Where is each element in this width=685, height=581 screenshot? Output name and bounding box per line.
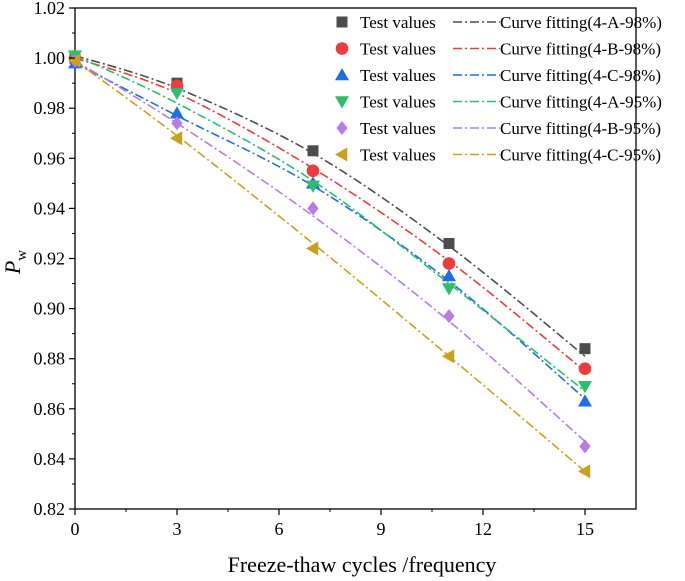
legend-marker-0 <box>336 16 348 28</box>
legend-fit-label-5: Curve fitting(4-C-95%) <box>500 146 661 165</box>
data-point-s4-1 <box>171 116 183 131</box>
y-tick-label-7: 0.96 <box>34 148 66 168</box>
y-tick-label-1: 0.84 <box>34 449 66 469</box>
x-tick-label-1: 3 <box>173 519 182 539</box>
y-axis-ticks: 0.82 0.84 0.86 0.88 0.90 0.92 0.94 0.96 0.98 1.00… <box>34 0 75 519</box>
data-markers <box>68 50 592 479</box>
fit-curves <box>74 54 586 473</box>
data-point-s5-1 <box>170 131 183 146</box>
legend-test-label-4: Test values <box>360 119 436 138</box>
data-point-s2-4 <box>578 394 592 407</box>
fit-curve-0 <box>74 54 586 357</box>
fit-curve-5 <box>74 59 586 473</box>
legend-marker-3 <box>335 96 349 109</box>
data-point-s2-3 <box>442 269 456 282</box>
y-tick-label-4: 0.90 <box>34 299 66 319</box>
data-point-s1-2 <box>306 164 320 178</box>
x-tick-label-3: 9 <box>377 519 386 539</box>
y-tick-label-5: 0.92 <box>34 249 66 269</box>
x-tick-label-5: 15 <box>576 519 594 539</box>
y-tick-label-0: 0.82 <box>34 499 66 519</box>
y-tick-label-10: 1.02 <box>34 0 66 18</box>
legend-fit-label-3: Curve fitting(4-A-95%) <box>500 93 662 112</box>
data-point-s3-1 <box>170 87 184 101</box>
data-point-s5-2 <box>306 241 319 256</box>
data-point-s4-3 <box>443 309 455 324</box>
y-tick-label-2: 0.86 <box>34 399 66 419</box>
legend-test-label-1: Test values <box>360 40 436 59</box>
fit-curve-3 <box>74 54 586 392</box>
legend-test-label-3: Test values <box>360 93 436 112</box>
legend: Test values Curve fitting(4-A-98%) Test va… <box>335 13 662 165</box>
legend-test-label-2: Test values <box>360 66 436 85</box>
fit-curve-1 <box>74 57 586 372</box>
legend-marker-5 <box>335 147 348 162</box>
data-point-s0-2 <box>307 145 319 157</box>
data-point-s3-3 <box>442 283 456 296</box>
data-point-s4-2 <box>307 201 319 216</box>
y-tick-label-9: 1.00 <box>34 48 66 68</box>
legend-fit-label-0: Curve fitting(4-A-98%) <box>500 13 662 32</box>
data-point-s1-3 <box>442 257 456 270</box>
data-point-s3-2 <box>306 180 320 193</box>
y-tick-label-6: 0.94 <box>34 198 66 218</box>
legend-test-label-0: Test values <box>360 13 436 32</box>
legend-marker-1 <box>335 42 349 55</box>
x-axis-title: Freeze-thaw cycles /frequency <box>228 552 497 577</box>
x-tick-label-2: 6 <box>275 519 284 539</box>
data-point-s0-3 <box>443 237 455 249</box>
y-axis-title: Pw <box>0 250 30 275</box>
x-axis-ticks: 0 3 6 9 12 15 <box>71 509 594 539</box>
x-tick-label-0: 0 <box>71 519 80 539</box>
legend-test-label-5: Test values <box>360 146 436 165</box>
y-axis-title-sub: w <box>14 250 30 261</box>
legend-fit-label-4: Curve fitting(4-B-95%) <box>500 119 661 138</box>
data-point-s5-3 <box>442 349 455 364</box>
legend-marker-4 <box>336 121 348 135</box>
data-point-s3-4 <box>578 381 592 394</box>
data-point-s1-4 <box>578 362 592 376</box>
legend-marker-2 <box>335 68 349 81</box>
y-tick-label-3: 0.88 <box>34 349 66 369</box>
y-axis-title-main: P <box>0 261 25 275</box>
data-point-s2-1 <box>170 106 184 119</box>
data-point-s5-0 <box>68 53 81 68</box>
legend-fit-label-2: Curve fitting(4-C-98%) <box>500 66 661 85</box>
legend-fit-label-1: Curve fitting(4-B-98%) <box>500 40 661 59</box>
data-point-s5-4 <box>578 464 591 479</box>
x-tick-label-4: 12 <box>474 519 492 539</box>
fit-curve-2 <box>74 62 586 400</box>
fit-curve-4 <box>74 59 586 442</box>
y-tick-label-8: 0.98 <box>34 98 66 118</box>
data-point-s0-4 <box>579 343 591 355</box>
data-point-s4-4 <box>579 439 591 454</box>
